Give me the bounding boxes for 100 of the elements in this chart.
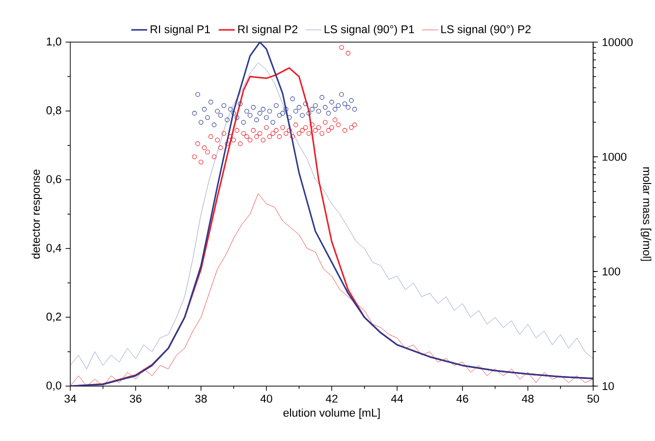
y-axis-title: detector response [32,169,42,258]
point [215,138,220,142]
point [231,110,236,116]
point [198,120,204,124]
point [212,122,216,128]
point [349,125,354,130]
point [222,130,226,136]
point [313,128,318,133]
point [346,104,350,110]
y2-tick-label: 100 [602,267,620,276]
point [244,108,250,114]
point [320,130,324,136]
point [215,108,220,114]
point [329,100,334,104]
point [284,130,288,136]
point [205,150,210,154]
point [342,128,348,133]
point [284,106,288,112]
y-tick-label: 0,2 [46,312,62,322]
point [290,134,295,139]
point [241,130,246,136]
point [264,125,269,130]
x-tick-label: 48 [522,394,534,402]
point [231,138,236,142]
x-tick-label: 50 [587,394,600,402]
point [208,134,214,139]
point [326,128,331,133]
point [332,117,338,122]
point [296,104,302,110]
point [322,104,328,110]
point [339,44,344,50]
point [286,115,292,120]
point [342,101,348,106]
point [303,101,308,106]
point [352,122,357,128]
point [250,104,256,110]
x-tick-label: 40 [260,394,272,402]
point [300,128,305,133]
legend-label: LS signal (90°) P1 [324,24,414,36]
x-axis-title: elution volume [mL] [283,408,380,419]
point [274,128,279,133]
point [258,130,262,136]
point [234,115,240,120]
x-tick-label: 42 [326,394,338,402]
y2-tick-label: 10000 [602,38,633,46]
point [310,122,314,128]
point [234,128,240,133]
point [336,122,341,128]
point [195,141,200,146]
point [260,106,266,112]
point [277,112,282,118]
point [254,117,259,122]
y2-axis-title: molar mass [g/mol] [640,167,652,261]
x-tick-label: 36 [130,394,142,402]
point [267,108,272,114]
point [241,120,246,124]
y2-tick-label: 10 [602,382,614,390]
point [316,125,322,130]
point [254,134,259,139]
point [296,130,302,136]
legend-label: RI signal P1 [150,24,210,36]
point [270,120,276,124]
point [218,145,223,150]
point [264,115,269,120]
point [192,110,197,116]
point [290,96,295,102]
point [352,106,357,112]
point [250,128,256,133]
point [198,160,204,164]
point [274,103,279,108]
point [306,130,312,136]
legend-label: RI signal P2 [238,24,298,36]
point [277,134,282,139]
y-tick-label: 1,0 [46,37,62,47]
point [310,106,314,112]
x-tick-label: 44 [391,394,404,402]
point [228,106,233,112]
point [339,92,344,97]
point [306,110,312,116]
point [258,110,262,116]
point [212,154,216,159]
point [248,112,252,118]
point [332,106,338,112]
point [346,50,350,56]
x-tick-label: 46 [456,394,468,402]
point [202,145,207,150]
point [224,117,230,122]
y2-tick-label: 1000 [602,152,626,161]
x-tick-label: 38 [195,394,207,402]
point [320,94,324,100]
point [349,98,354,103]
point [248,138,252,142]
y-tick-label: 0,0 [46,381,62,391]
point [224,141,230,146]
point [195,92,200,97]
point [280,110,286,116]
y-tick-label: 0,6 [46,174,62,184]
point [218,112,223,118]
point [322,120,328,124]
point [293,122,298,128]
